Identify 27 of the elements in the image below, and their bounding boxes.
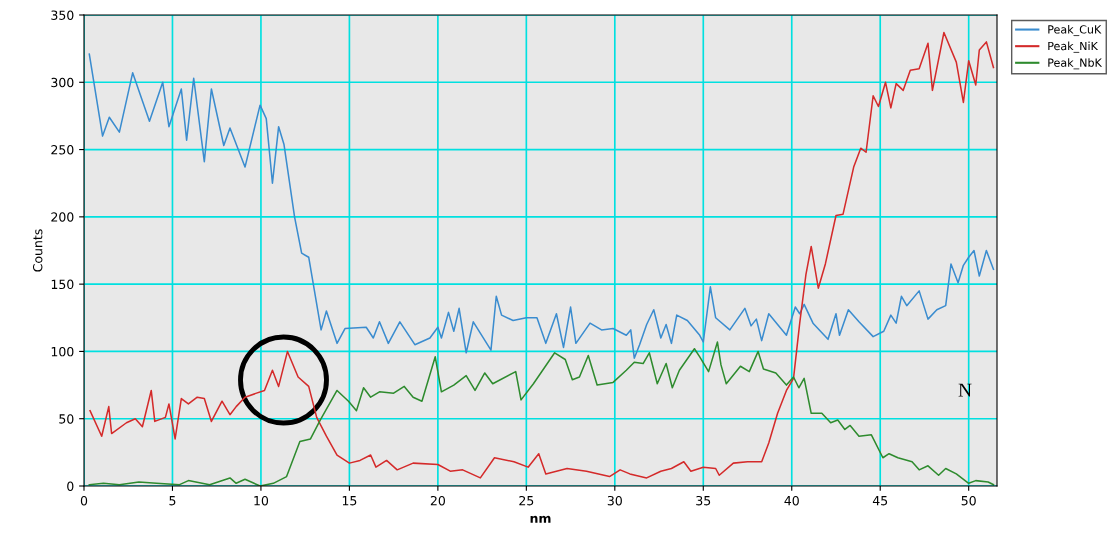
x-tick-label: 20 [430,495,445,506]
legend-label: Peak_NbK [1048,58,1103,70]
x-tick-label: 50 [961,495,976,506]
line-series [88,341,995,486]
x-axis-title: nm [530,515,551,523]
x-tick-label: 35 [696,495,711,506]
y-tick-label: 250 [51,145,74,155]
legend-label: Peak_NiK [1048,41,1099,53]
x-tick-label: 45 [872,496,888,506]
y-tick-label: 350 [51,10,74,20]
x-tick-label: 25 [519,495,534,506]
y-axis-title: Counts [32,229,43,272]
x-tick-label: 40 [784,495,799,506]
line-series [89,31,995,479]
y-tick-label: 50 [59,414,74,424]
x-tick-label: 30 [607,495,622,506]
y-tick-label: 0 [67,481,74,491]
x-tick-label: 0 [80,495,88,506]
x-tick-label: 10 [254,495,269,506]
y-tick-label: 200 [51,212,74,222]
x-tick-label: 5 [169,496,176,506]
y-tick-label: 150 [51,279,74,290]
x-tick-label: 15 [342,496,357,506]
line-series [88,53,995,359]
y-tick-label: 300 [51,77,74,88]
y-tick-label: 100 [51,346,74,357]
legend-label: Peak_CuK [1048,25,1102,37]
